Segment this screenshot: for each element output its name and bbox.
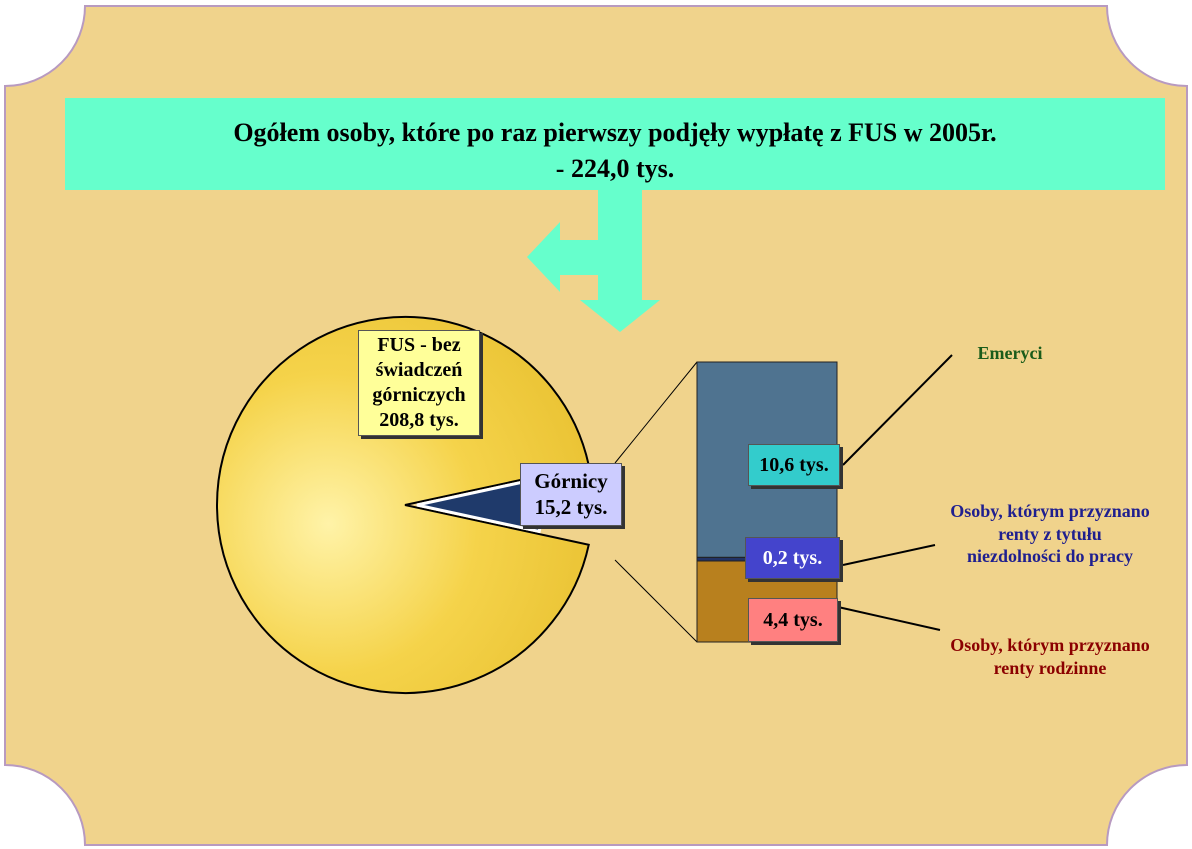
chart-subtitle: - 224,0 tys. xyxy=(556,154,674,183)
pie-slice xyxy=(216,316,590,694)
category-label: FUS - bez świadczeń górniczych xyxy=(372,334,466,406)
pie-label: FUS - bez świadczeń górniczych 208,8 tys… xyxy=(358,330,480,436)
leader-line xyxy=(837,606,941,631)
chart-title: Ogółem osoby, które po raz pierwszy podj… xyxy=(233,118,996,147)
value-label: 4,4 tys. xyxy=(748,598,838,642)
value-label: 0,2 tys. xyxy=(745,537,840,579)
connector xyxy=(614,559,698,643)
value-label: 15,2 tys. xyxy=(534,495,608,520)
leader-line xyxy=(842,544,936,566)
value-label: 10,6 tys. xyxy=(748,444,840,486)
connector xyxy=(614,361,698,464)
pie-label: Górnicy 15,2 tys. xyxy=(520,463,622,526)
category-label: Górnicy xyxy=(534,469,608,493)
category-label: Osoby, którym przyznano renty rodzinne xyxy=(950,635,1150,678)
leader-line xyxy=(842,354,953,466)
arrow xyxy=(527,190,660,332)
category-label: Osoby, którym przyznano renty z tytułu n… xyxy=(950,501,1150,566)
category-label: Emeryci xyxy=(977,343,1043,363)
value-label: 208,8 tys. xyxy=(379,409,459,431)
title-box xyxy=(65,98,1165,190)
